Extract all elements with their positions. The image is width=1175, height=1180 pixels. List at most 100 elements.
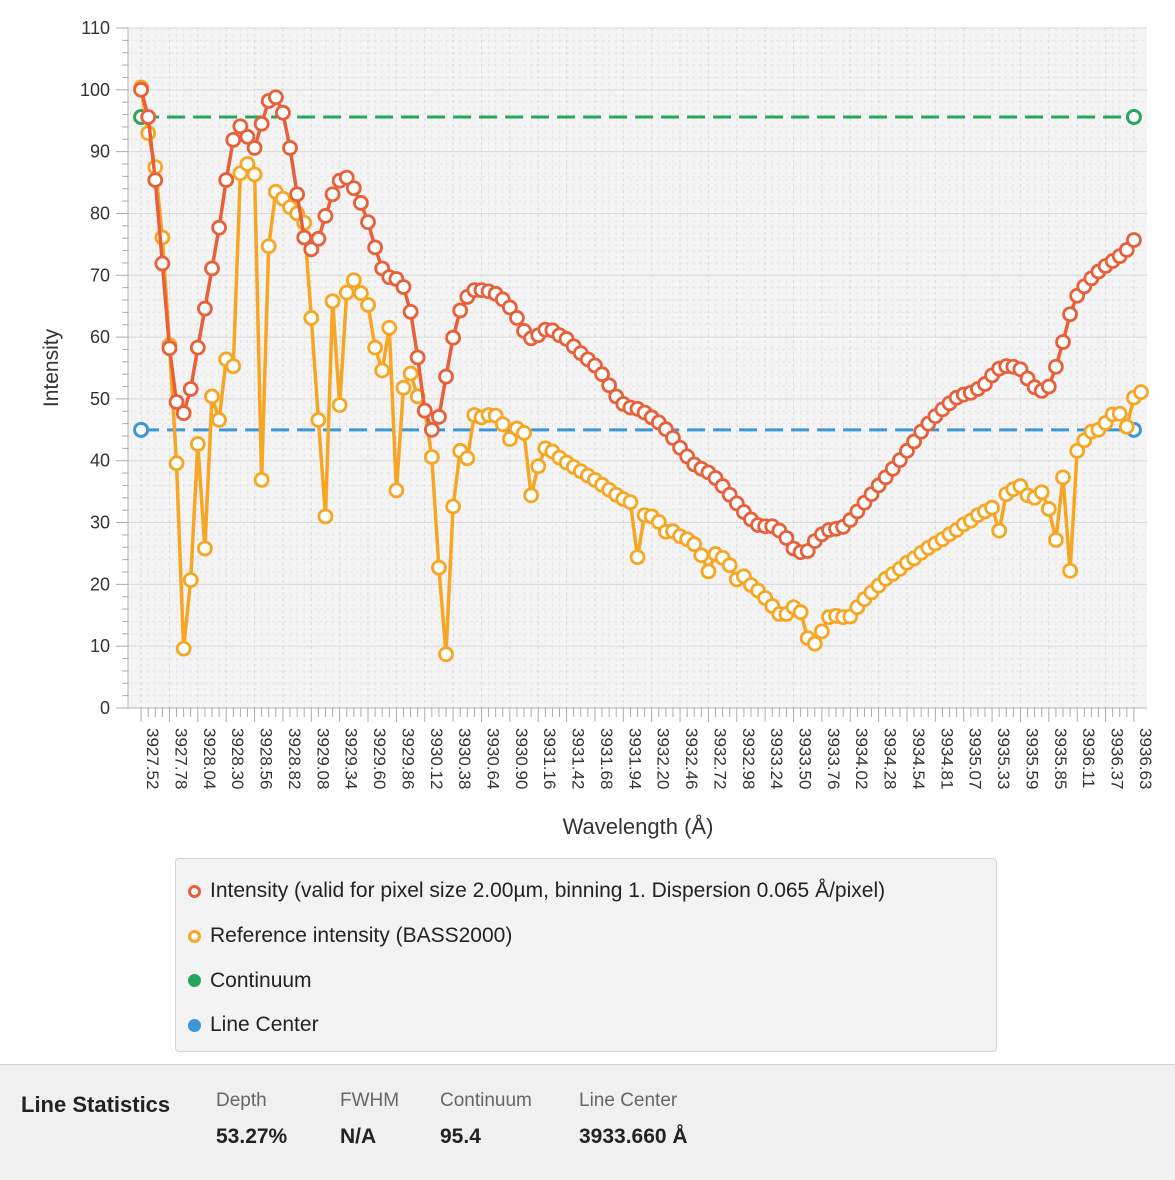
data-point[interactable] <box>438 646 454 663</box>
data-point[interactable] <box>189 436 206 452</box>
data-point[interactable] <box>1033 484 1050 501</box>
data-point[interactable] <box>792 604 809 621</box>
data-point[interactable] <box>239 156 256 172</box>
data-point[interactable] <box>381 319 398 336</box>
data-point[interactable] <box>239 128 256 145</box>
data-point[interactable] <box>175 640 192 657</box>
data-point[interactable] <box>154 229 171 246</box>
data-point[interactable] <box>1055 469 1071 486</box>
data-point[interactable] <box>395 279 412 295</box>
data-point[interactable] <box>147 172 164 188</box>
data-point[interactable] <box>1126 232 1142 248</box>
data-point[interactable] <box>324 293 341 310</box>
data-point[interactable] <box>140 109 157 125</box>
data-point[interactable] <box>1055 334 1071 350</box>
data-point[interactable] <box>1040 378 1057 395</box>
data-point[interactable] <box>494 416 511 433</box>
data-point[interactable] <box>161 340 178 357</box>
data-point[interactable] <box>267 89 284 106</box>
data-point[interactable] <box>168 394 185 410</box>
data-point[interactable] <box>345 180 362 197</box>
data-point[interactable] <box>303 241 320 258</box>
data-point[interactable] <box>984 499 1000 516</box>
data-point[interactable] <box>402 365 419 382</box>
data-point[interactable] <box>1125 109 1142 126</box>
data-point[interactable] <box>197 300 213 317</box>
data-point[interactable] <box>310 230 327 247</box>
legend-item-intensity[interactable]: Intensity (valid for pixel size 2.00µm, … <box>176 869 996 914</box>
data-point[interactable] <box>1111 405 1128 422</box>
data-point[interactable] <box>282 140 298 156</box>
data-point[interactable] <box>225 358 242 375</box>
legend-item-line-center[interactable]: Line Center <box>176 1003 996 1048</box>
data-point[interactable] <box>331 397 348 413</box>
data-point[interactable] <box>211 219 227 236</box>
data-point[interactable] <box>423 421 440 438</box>
data-point[interactable] <box>501 431 518 447</box>
data-point[interactable] <box>509 310 525 326</box>
data-point[interactable] <box>182 381 199 397</box>
data-point[interactable] <box>303 310 320 326</box>
data-point[interactable] <box>204 388 220 405</box>
data-point[interactable] <box>211 412 227 428</box>
data-point[interactable] <box>438 368 454 385</box>
data-point[interactable] <box>338 284 355 301</box>
legend-item-reference[interactable]: Reference intensity (BASS2000) <box>176 914 996 959</box>
data-point[interactable] <box>197 540 213 557</box>
data-point[interactable] <box>1062 306 1078 323</box>
data-point[interactable] <box>530 458 547 475</box>
data-point[interactable] <box>275 104 291 121</box>
data-point[interactable] <box>189 339 206 356</box>
data-point[interactable] <box>182 572 199 588</box>
data-point[interactable] <box>1048 531 1064 548</box>
data-point[interactable] <box>317 508 334 525</box>
data-point[interactable] <box>686 536 703 553</box>
data-point[interactable] <box>1118 418 1135 435</box>
data-point[interactable] <box>367 339 384 356</box>
data-point[interactable] <box>133 81 149 98</box>
data-point[interactable] <box>225 131 242 148</box>
data-point[interactable] <box>260 238 277 255</box>
data-point[interactable] <box>445 329 462 346</box>
data-point[interactable] <box>374 362 391 379</box>
data-point[interactable] <box>806 635 823 652</box>
data-point[interactable] <box>452 302 469 319</box>
data-point[interactable] <box>402 303 419 320</box>
data-point[interactable] <box>991 522 1008 539</box>
data-point[interactable] <box>360 214 376 231</box>
data-point[interactable] <box>1133 384 1149 401</box>
data-point[interactable] <box>629 549 646 566</box>
data-point[interactable] <box>345 272 362 289</box>
legend-item-continuum[interactable]: Continuum <box>176 958 996 1003</box>
data-point[interactable] <box>338 169 355 186</box>
data-point[interactable] <box>168 455 185 472</box>
data-point[interactable] <box>353 285 369 302</box>
data-point[interactable] <box>133 421 150 438</box>
data-point[interactable] <box>1040 501 1057 517</box>
data-point[interactable] <box>1048 358 1064 375</box>
data-point[interactable] <box>360 297 376 313</box>
data-point[interactable] <box>601 377 618 394</box>
data-point[interactable] <box>324 186 341 203</box>
data-point[interactable] <box>431 559 447 576</box>
data-point[interactable] <box>416 402 433 419</box>
data-point[interactable] <box>246 140 263 156</box>
data-point[interactable] <box>431 408 447 425</box>
data-point[interactable] <box>622 494 639 511</box>
data-point[interactable] <box>409 349 426 366</box>
data-point[interactable] <box>204 260 220 277</box>
data-point[interactable] <box>353 195 369 211</box>
data-point[interactable] <box>218 172 235 188</box>
data-point[interactable] <box>1062 562 1078 579</box>
data-point[interactable] <box>459 450 476 467</box>
data-point[interactable] <box>700 563 717 580</box>
data-point[interactable] <box>253 115 270 132</box>
data-point[interactable] <box>395 379 412 396</box>
data-point[interactable] <box>778 530 795 546</box>
data-point[interactable] <box>813 623 830 640</box>
data-point[interactable] <box>232 118 249 135</box>
data-point[interactable] <box>246 166 263 183</box>
data-point[interactable] <box>423 449 440 465</box>
data-point[interactable] <box>693 547 710 564</box>
data-point[interactable] <box>388 482 405 499</box>
